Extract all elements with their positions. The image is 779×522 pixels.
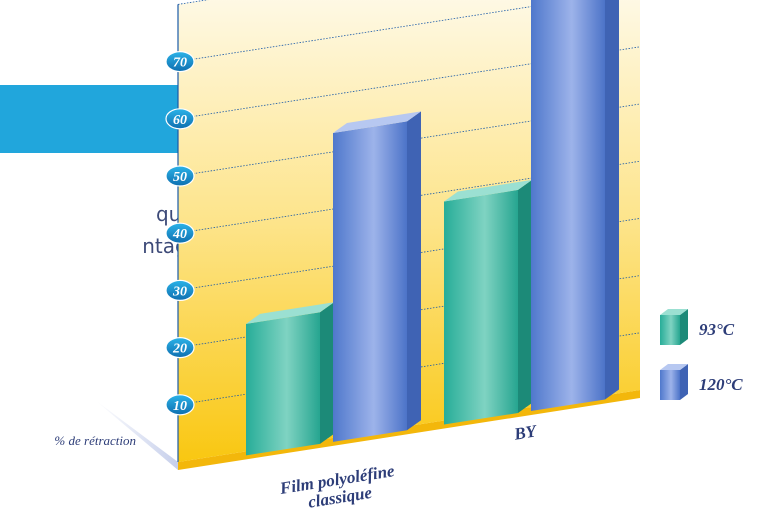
bar-top xyxy=(246,302,334,324)
legend-swatch-top xyxy=(660,309,688,315)
legend-swatch-top xyxy=(660,364,688,370)
y-tick-label: 60 xyxy=(173,113,187,128)
floor-shadow xyxy=(95,400,178,470)
bar-front xyxy=(531,0,605,411)
bar-side xyxy=(605,0,619,400)
y-tick-badge xyxy=(165,222,195,244)
bar-top xyxy=(444,179,532,202)
y-tick-badge xyxy=(165,337,195,359)
legend-swatch-side xyxy=(680,364,688,400)
bar xyxy=(246,302,334,456)
y-tick-label: 50 xyxy=(173,170,187,185)
y-tick-label: 20 xyxy=(172,342,187,357)
y-tick-badge xyxy=(165,394,195,416)
legend-label: 93°C xyxy=(699,320,735,339)
bar xyxy=(333,111,421,442)
bar-side xyxy=(518,179,532,414)
y-axis-title: % de rétraction xyxy=(54,433,136,448)
legend-swatch xyxy=(660,315,680,345)
bar xyxy=(444,179,532,425)
chart-floor xyxy=(178,390,640,470)
bar-side xyxy=(320,302,334,444)
y-tick-label: 30 xyxy=(172,284,187,299)
bar-top xyxy=(333,111,421,133)
bar-front xyxy=(246,312,320,456)
y-tick-badge xyxy=(165,165,195,187)
legend-item: 120°C xyxy=(660,364,743,400)
bar-side xyxy=(407,111,421,431)
y-tick-label: 70 xyxy=(173,56,187,71)
y-tick-badge xyxy=(165,50,195,73)
y-tick-label: 40 xyxy=(172,227,187,242)
legend-label: 120°C xyxy=(699,375,743,394)
bar xyxy=(531,0,619,411)
x-category-label: Film polyoléfineclassique xyxy=(278,461,399,516)
y-tick-label: 10 xyxy=(173,399,187,414)
bar-front xyxy=(444,189,518,425)
legend-swatch xyxy=(660,370,680,400)
legend-swatch-side xyxy=(680,309,688,345)
y-tick-badge xyxy=(165,108,195,130)
y-tick-badge xyxy=(165,279,195,301)
x-category-label: BY xyxy=(512,421,539,444)
bar-front xyxy=(333,121,407,442)
legend-item: 93°C xyxy=(660,309,735,345)
